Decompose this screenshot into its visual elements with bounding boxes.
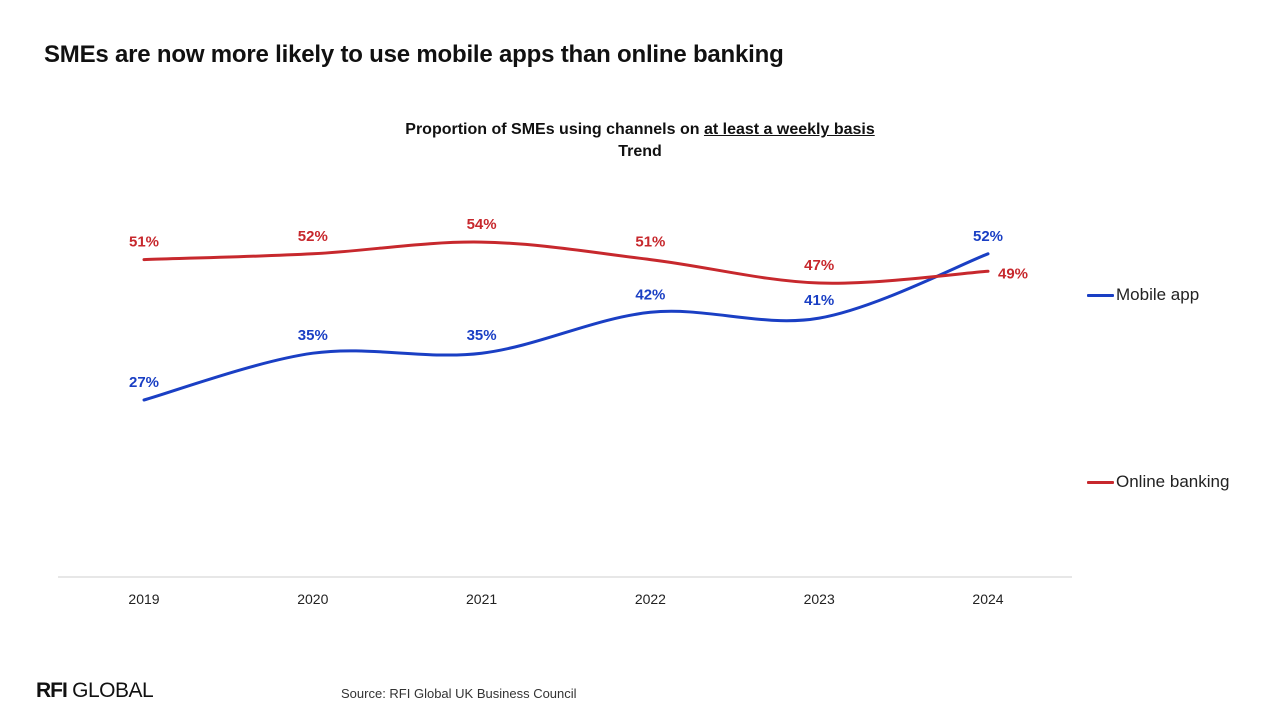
- legend-swatch-mobile-app: [1087, 293, 1114, 297]
- x-tick-label: 2019: [128, 591, 159, 607]
- data-label-online-banking: 52%: [298, 228, 328, 245]
- x-tick-label: 2020: [297, 591, 328, 607]
- data-label-mobile-app: 27%: [129, 374, 159, 391]
- chart-title: Proportion of SMEs using channels on at …: [0, 121, 1280, 139]
- x-tick-label: 2022: [635, 591, 666, 607]
- data-label-online-banking: 47%: [804, 257, 834, 274]
- data-label-mobile-app: 35%: [467, 327, 497, 344]
- legend-label-online-banking: Online banking: [1116, 472, 1230, 491]
- logo-strong: RFI: [36, 679, 68, 702]
- data-label-online-banking: 49%: [998, 265, 1028, 282]
- logo-light: GLOBAL: [72, 679, 154, 702]
- data-label-online-banking: 51%: [635, 234, 665, 251]
- x-tick-label: 2024: [972, 591, 1003, 607]
- chart-subtitle: Trend: [618, 143, 662, 160]
- legend-item-online-banking: Online banking: [1087, 471, 1229, 493]
- legend-label-mobile-app: Mobile app: [1116, 285, 1200, 304]
- data-label-online-banking: 54%: [467, 216, 497, 233]
- series-line-online-banking: [142, 240, 990, 285]
- data-label-mobile-app: 52%: [973, 228, 1003, 245]
- x-tick-label: 2021: [466, 591, 497, 607]
- data-label-mobile-app: 42%: [635, 286, 665, 303]
- chart-title-emphasis: at least a weekly basis: [703, 121, 875, 138]
- rfi-global-logo: RFI GLOBAL: [36, 679, 154, 703]
- legend-item-mobile-app: Mobile app: [1087, 284, 1199, 306]
- page-title: SMEs are now more likely to use mobile a…: [44, 41, 784, 68]
- chart-title-prefix: Proportion of SMEs using channels on: [405, 121, 704, 138]
- series-line-mobile-app: [142, 252, 990, 402]
- x-tick-label: 2023: [804, 591, 835, 607]
- source-note: Source: RFI Global UK Business Council: [341, 686, 577, 701]
- legend-swatch-online-banking: [1087, 480, 1114, 484]
- data-label-online-banking: 51%: [129, 234, 159, 251]
- data-label-mobile-app: 35%: [298, 327, 328, 344]
- data-label-mobile-app: 41%: [804, 292, 834, 309]
